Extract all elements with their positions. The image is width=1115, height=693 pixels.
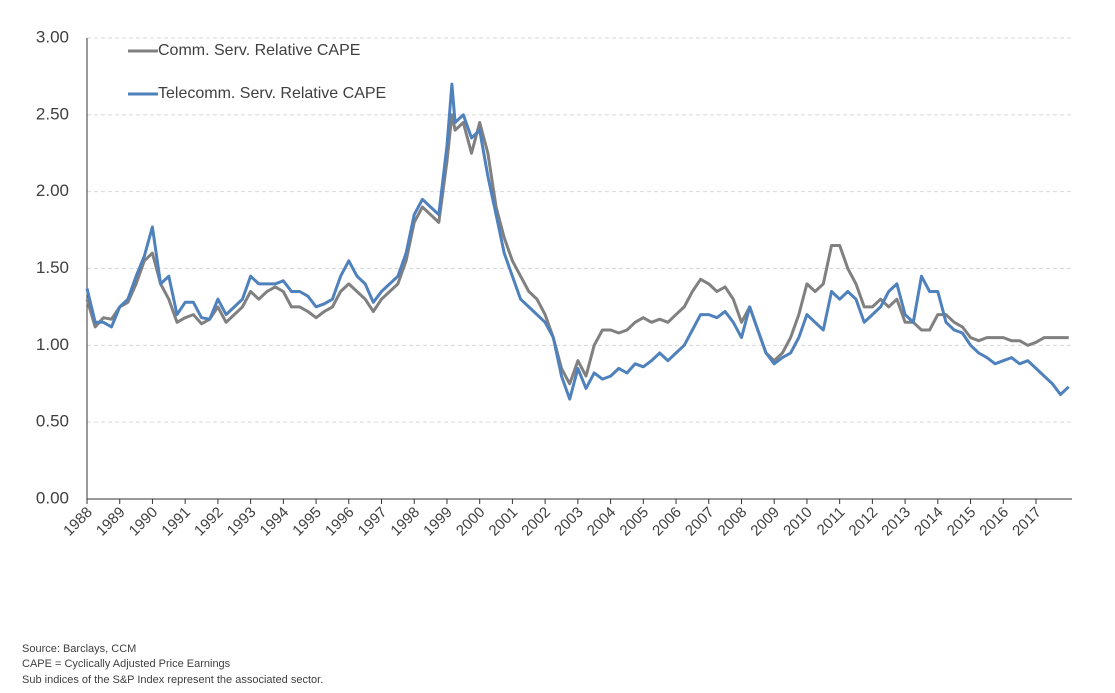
y-tick-label: 1.00 bbox=[36, 335, 69, 354]
legend-label: Telecomm. Serv. Relative CAPE bbox=[158, 85, 386, 102]
x-tick-label: 2000 bbox=[453, 504, 489, 540]
x-tick-label: 1999 bbox=[420, 504, 456, 540]
y-tick-label: 2.50 bbox=[36, 104, 69, 123]
note: CAPE = Cyclically Adjusted Price Earning… bbox=[22, 658, 231, 670]
x-tick-label: 2005 bbox=[617, 504, 653, 540]
x-tick-label: 1991 bbox=[158, 504, 194, 540]
x-tick-label: 2003 bbox=[551, 504, 587, 540]
x-tick-label: 1989 bbox=[93, 504, 129, 540]
x-tick-label: 2010 bbox=[780, 504, 816, 540]
y-tick-label: 1.50 bbox=[36, 258, 69, 277]
x-tick-label: 2004 bbox=[584, 504, 620, 540]
x-tick-label: 2009 bbox=[747, 504, 783, 540]
x-tick-label: 2016 bbox=[976, 504, 1012, 540]
x-tick-label: 2002 bbox=[518, 504, 554, 540]
x-tick-label: 1998 bbox=[387, 504, 423, 540]
x-tick-label: 1996 bbox=[322, 504, 358, 540]
y-tick-label: 3.00 bbox=[36, 27, 69, 46]
x-tick-label: 1992 bbox=[191, 504, 227, 540]
note: Sub indices of the S&P Index represent t… bbox=[22, 674, 323, 686]
y-tick-label: 2.00 bbox=[36, 181, 69, 200]
series-line bbox=[85, 113, 1069, 386]
x-tick-label: 1997 bbox=[355, 504, 391, 540]
x-tick-label: 2015 bbox=[944, 504, 980, 540]
x-tick-label: 2017 bbox=[1009, 504, 1045, 540]
x-tick-label: 2001 bbox=[486, 504, 522, 540]
note: Source: Barclays, CCM bbox=[22, 643, 136, 655]
series-line bbox=[85, 82, 1070, 401]
y-tick-label: 0.50 bbox=[36, 412, 69, 431]
x-tick-label: 1995 bbox=[289, 504, 325, 540]
x-tick-label: 1994 bbox=[257, 504, 293, 540]
x-tick-label: 2007 bbox=[682, 504, 718, 540]
x-tick-label: 2014 bbox=[911, 504, 947, 540]
x-tick-label: 2012 bbox=[846, 504, 882, 540]
x-tick-label: 2013 bbox=[878, 504, 914, 540]
x-tick-label: 2011 bbox=[814, 504, 849, 539]
x-tick-label: 1993 bbox=[224, 504, 260, 540]
y-tick-label: 0.00 bbox=[36, 488, 69, 507]
legend-label: Comm. Serv. Relative CAPE bbox=[158, 42, 360, 59]
x-tick-label: 2006 bbox=[649, 504, 685, 540]
x-tick-label: 1988 bbox=[60, 504, 96, 540]
x-tick-label: 2008 bbox=[715, 504, 751, 540]
x-tick-label: 1990 bbox=[126, 504, 162, 540]
